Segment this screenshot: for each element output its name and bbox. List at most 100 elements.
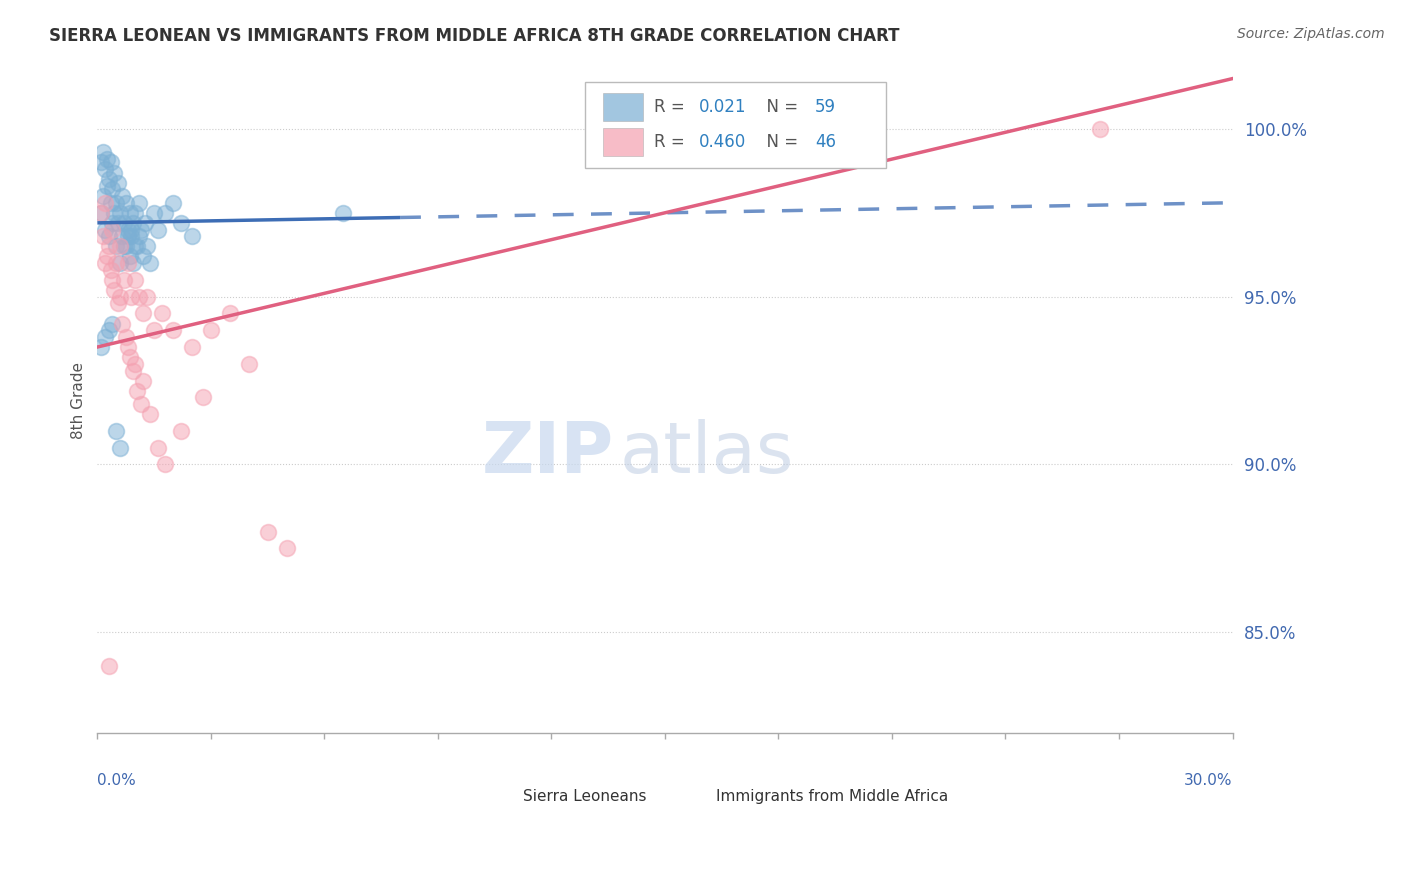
Point: [94, 330, 117, 344]
Point: [128, 290, 150, 304]
Point: [112, 273, 135, 287]
Point: [132, 249, 155, 263]
Point: [96, 178, 118, 193]
Text: 30.0%: 30.0%: [1184, 772, 1233, 788]
Point: [107, 296, 129, 310]
Point: [162, 195, 184, 210]
Point: [96, 152, 118, 166]
Point: [111, 189, 134, 203]
Point: [103, 283, 125, 297]
Point: [100, 155, 122, 169]
Point: [94, 256, 117, 270]
Point: [124, 357, 146, 371]
Text: 0.460: 0.460: [699, 133, 747, 151]
Point: [135, 290, 157, 304]
Text: SIERRA LEONEAN VS IMMIGRANTS FROM MIDDLE AFRICA 8TH GRADE CORRELATION CHART: SIERRA LEONEAN VS IMMIGRANTS FROM MIDDLE…: [49, 27, 900, 45]
Point: [105, 239, 128, 253]
Point: [128, 229, 150, 244]
Point: [193, 390, 215, 404]
Point: [90, 206, 112, 220]
Point: [181, 229, 204, 244]
Point: [101, 273, 124, 287]
Point: [146, 441, 169, 455]
Text: Immigrants from Middle Africa: Immigrants from Middle Africa: [716, 789, 948, 804]
Point: [169, 424, 191, 438]
Point: [107, 176, 129, 190]
Point: [97, 323, 120, 337]
Point: [118, 206, 141, 220]
Point: [97, 239, 120, 253]
Point: [112, 239, 135, 253]
Point: [181, 340, 204, 354]
Point: [124, 273, 146, 287]
Point: [108, 239, 131, 253]
Text: 46: 46: [815, 133, 835, 151]
Text: Sierra Leoneans: Sierra Leoneans: [523, 789, 647, 804]
Point: [143, 206, 166, 220]
Point: [118, 249, 141, 263]
Point: [117, 229, 139, 244]
Point: [97, 658, 120, 673]
Text: R =: R =: [654, 133, 689, 151]
Point: [276, 541, 298, 556]
Point: [162, 323, 184, 337]
Point: [200, 323, 222, 337]
Point: [114, 239, 136, 253]
Text: Source: ZipAtlas.com: Source: ZipAtlas.com: [1237, 27, 1385, 41]
Point: [108, 441, 131, 455]
Point: [132, 374, 155, 388]
Point: [117, 340, 139, 354]
Point: [108, 290, 131, 304]
Point: [108, 256, 131, 270]
Point: [238, 357, 260, 371]
Point: [129, 397, 152, 411]
FancyBboxPatch shape: [585, 82, 886, 169]
Point: [90, 155, 112, 169]
Point: [125, 239, 148, 253]
Point: [139, 256, 162, 270]
Point: [143, 323, 166, 337]
FancyBboxPatch shape: [603, 128, 644, 155]
Point: [94, 222, 117, 236]
Point: [101, 216, 124, 230]
Point: [90, 340, 112, 354]
Point: [146, 222, 169, 236]
Point: [101, 182, 124, 196]
FancyBboxPatch shape: [662, 782, 713, 811]
Text: 59: 59: [815, 98, 835, 116]
Point: [120, 222, 142, 236]
Point: [129, 222, 152, 236]
Point: [100, 195, 122, 210]
Text: N =: N =: [756, 133, 803, 151]
Text: ZIP: ZIP: [482, 419, 614, 488]
Point: [256, 524, 278, 539]
Point: [91, 145, 114, 160]
Point: [1088, 122, 1111, 136]
Point: [114, 195, 136, 210]
Point: [132, 306, 155, 320]
Point: [150, 306, 173, 320]
Point: [122, 256, 145, 270]
Point: [117, 256, 139, 270]
FancyBboxPatch shape: [603, 93, 644, 121]
Point: [114, 330, 136, 344]
Point: [97, 229, 120, 244]
Point: [97, 172, 120, 186]
Point: [124, 206, 146, 220]
Point: [105, 195, 128, 210]
Point: [107, 216, 129, 230]
Point: [155, 458, 177, 472]
Point: [155, 206, 177, 220]
Point: [122, 363, 145, 377]
Point: [135, 239, 157, 253]
Point: [111, 229, 134, 244]
Point: [103, 206, 125, 220]
Point: [124, 239, 146, 253]
Point: [134, 216, 156, 230]
Text: N =: N =: [756, 98, 803, 116]
Point: [122, 216, 145, 230]
Point: [125, 384, 148, 398]
Point: [101, 317, 124, 331]
Point: [108, 206, 131, 220]
Text: R =: R =: [654, 98, 689, 116]
